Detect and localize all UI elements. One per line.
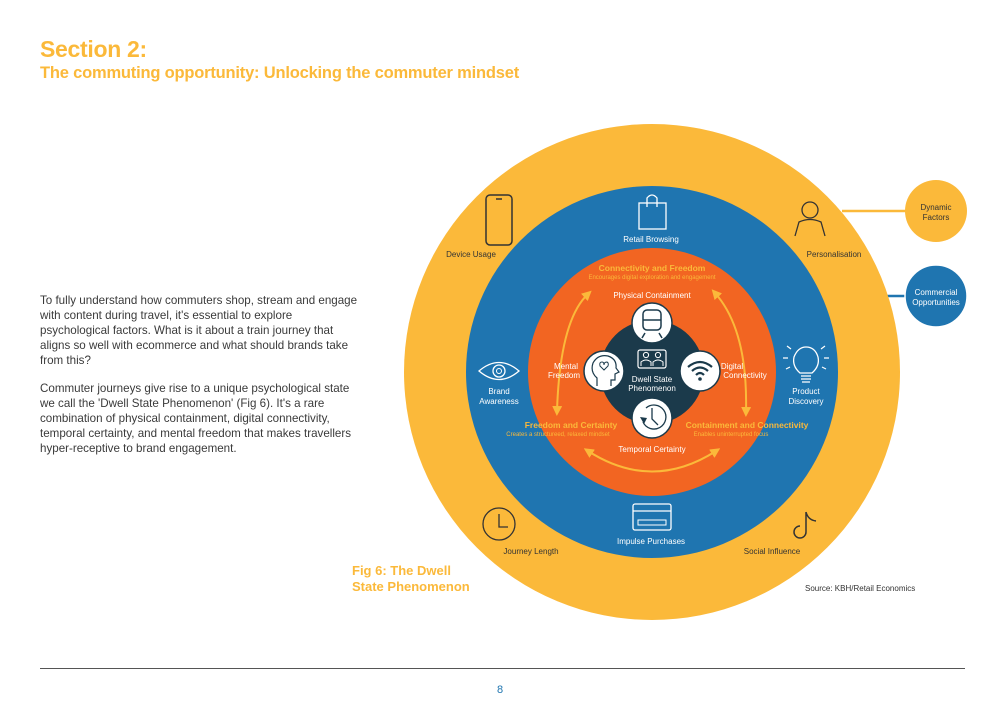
section-heading: Section 2: <box>40 36 147 62</box>
link-connectivity-freedom-title: Connectivity and Freedom <box>598 263 706 273</box>
center-label-2: Phenomenon <box>628 384 676 393</box>
passengers-icon <box>637 349 667 369</box>
dwell-paragraph: Commuter journeys give rise to a unique … <box>40 382 352 455</box>
legend-commercial-opportunities: Commercial Opportunities <box>912 288 960 307</box>
pillar-mental-2: Freedom <box>547 371 581 380</box>
dynamic-legend-bubble <box>905 180 967 242</box>
arrow-left <box>552 290 592 416</box>
label-personalisation: Personalisation <box>806 250 862 259</box>
clock-icon <box>482 507 516 541</box>
footer-divider <box>40 668 965 669</box>
mind-heart-icon <box>583 350 625 392</box>
section-subtitle: The commuting opportunity: Unlocking the… <box>40 64 520 82</box>
label-journey-length: Journey Length <box>503 547 559 556</box>
arrow-right <box>711 289 752 417</box>
link-containment-connectivity-title: Containment and Connectivity <box>685 420 809 430</box>
figure-caption-line1: Fig 6: The Dwell <box>352 563 451 578</box>
pillar-mental-1: Mental <box>553 362 579 371</box>
label-device-usage: Device Usage <box>446 250 496 259</box>
label-brand-awareness: Brand Awareness <box>479 387 519 406</box>
credit-card-icon <box>632 503 672 531</box>
clock-rewind-icon <box>631 397 673 439</box>
commercial-legend-bubble <box>904 264 968 328</box>
eye-icon <box>477 361 521 381</box>
link-freedom-certainty-desc: Creates a structureed, relaxed mindset <box>506 432 610 438</box>
pillar-digital-2: Connectivity <box>723 371 767 380</box>
smartphone-icon <box>485 194 513 246</box>
tiktok-icon <box>793 511 817 539</box>
page-number: 8 <box>497 684 504 696</box>
figure-caption-line2: State Phenomenon <box>352 579 470 594</box>
legend-dynamic-factors: Dynamic Factors <box>920 203 952 222</box>
lightbulb-icon <box>783 345 829 383</box>
figure-caption: Fig 6: The Dwell State Phenomenon <box>352 563 470 595</box>
label-social-influence: Social Influence <box>743 547 801 556</box>
pillar-digital-1: Digital <box>720 362 744 371</box>
link-containment-connectivity-desc: Enables uninterrupted focus <box>693 432 769 438</box>
link-freedom-certainty-title: Freedom and Certainty <box>524 420 618 430</box>
pillar-physical-containment: Physical Containment <box>613 291 691 300</box>
train-icon <box>631 302 673 344</box>
label-product-discovery: Product Discovery <box>788 387 824 406</box>
wifi-icon <box>679 350 721 392</box>
intro-paragraph: To fully understand how commuters shop, … <box>40 294 358 367</box>
label-impulse-purchases: Impulse Purchases <box>616 537 686 546</box>
center-disc <box>600 320 704 424</box>
person-icon <box>794 201 826 237</box>
pillar-temporal-certainty: Temporal Certainty <box>618 445 686 454</box>
arrow-bottom <box>583 448 721 473</box>
figure-source: Source: KBH/Retail Economics <box>805 584 916 593</box>
label-retail-browsing: Retail Browsing <box>623 235 679 244</box>
center-label-1: Dwell State <box>631 375 673 384</box>
link-connectivity-freedom-desc: Encourages digital exploration and engag… <box>588 275 716 281</box>
shopping-bag-icon <box>638 194 667 230</box>
